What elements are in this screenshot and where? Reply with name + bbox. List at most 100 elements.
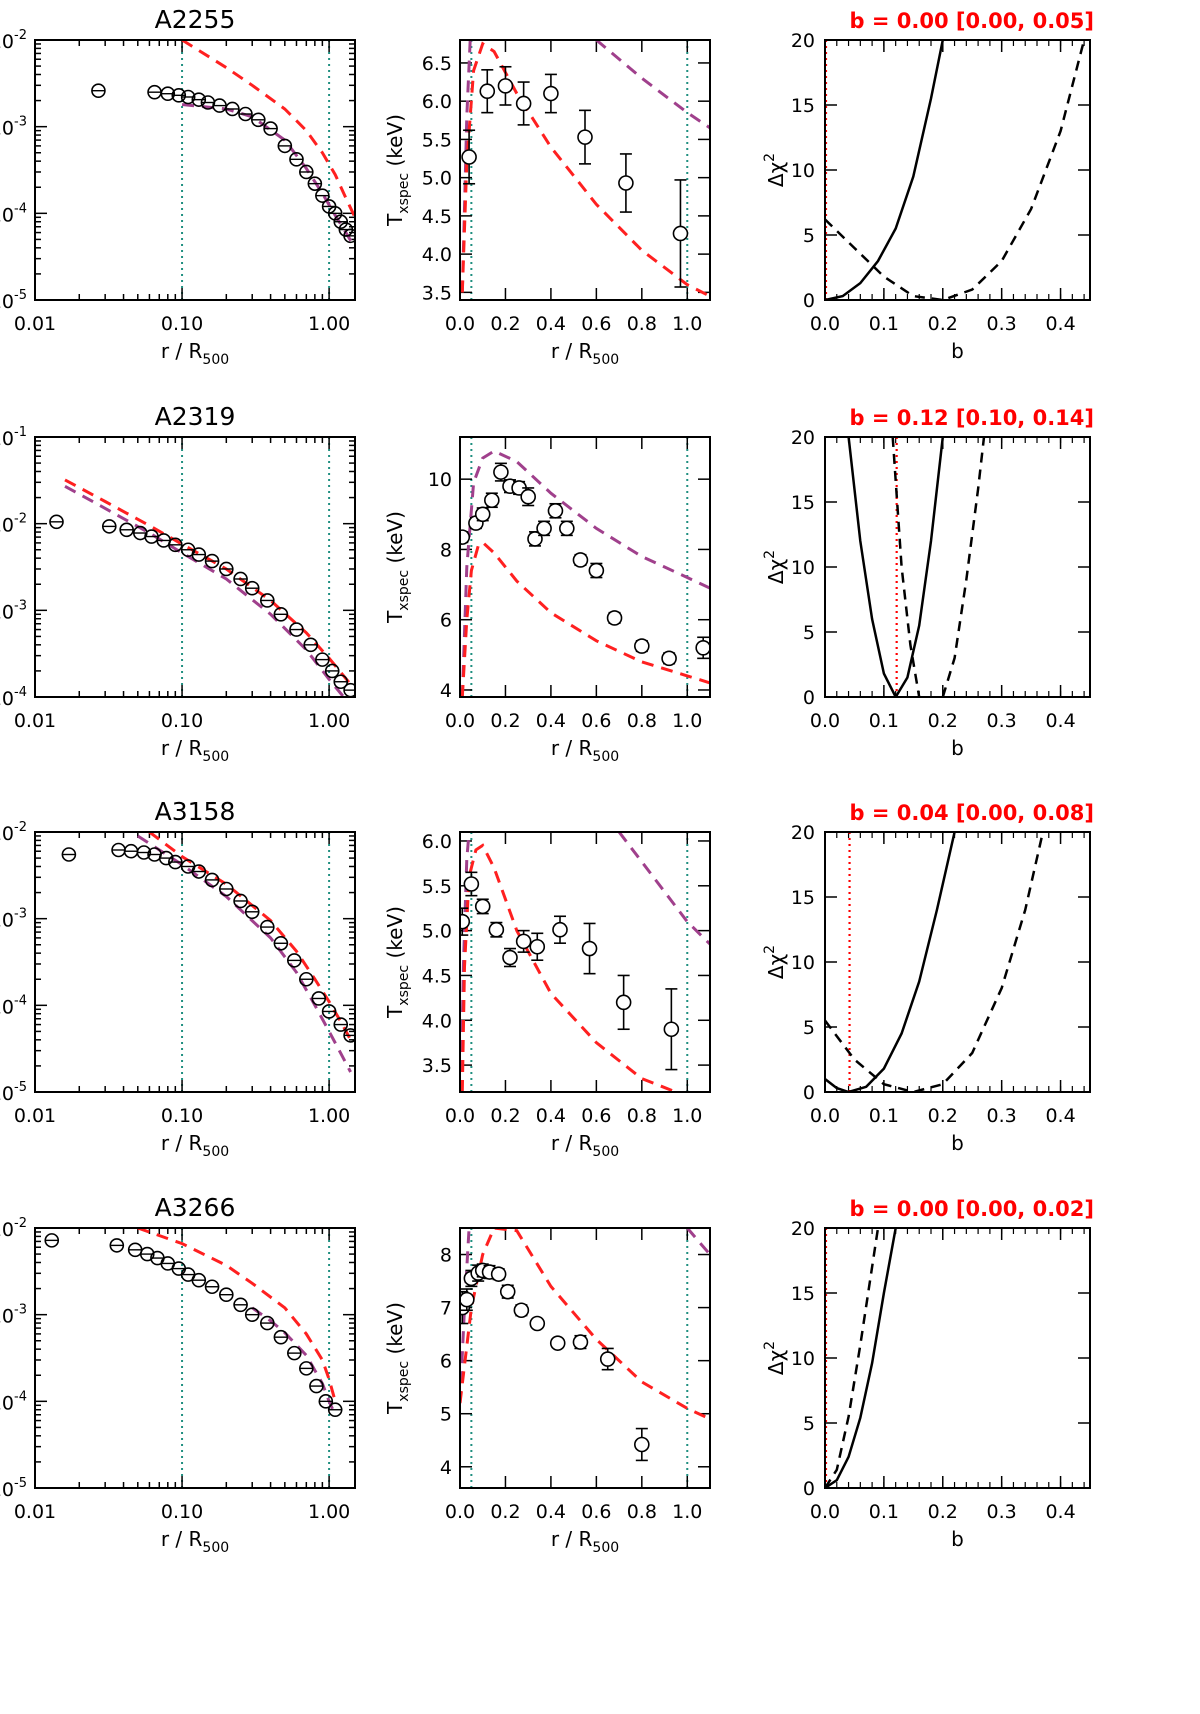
y-tick-label: 10-4 <box>0 993 27 1018</box>
cluster-title: A3266 <box>155 1193 236 1222</box>
y-label-main: Δχ <box>764 954 788 979</box>
best-fit-label: b = 0.00 [0.00, 0.05] <box>850 9 1094 33</box>
y-label-unit: (keV) <box>383 511 407 570</box>
data-point <box>493 464 509 480</box>
model-curve-red <box>460 843 677 1092</box>
y-tick-label: 10-2 <box>0 28 27 53</box>
y-axis-label: Δχ2 <box>762 550 788 584</box>
x-tick-label: 0.4 <box>1045 313 1075 335</box>
data-point <box>463 876 480 892</box>
x-tick-label: 0.10 <box>161 1105 203 1127</box>
data-point <box>499 1283 516 1300</box>
x-axis-label: r / R500 <box>551 1527 619 1556</box>
x-tick-label: 0.0 <box>445 1105 475 1127</box>
model-curve-red <box>460 540 710 697</box>
y-tick-label: 5.5 <box>422 876 452 898</box>
x-tick-label: 0.0 <box>445 710 475 732</box>
best-fit-label: b = 0.12 [0.10, 0.14] <box>850 406 1094 430</box>
x-tick-label: 0.4 <box>1045 710 1075 732</box>
y-tick-label: 3.5 <box>422 1055 452 1077</box>
data-point <box>474 898 491 915</box>
cluster-title: A3158 <box>155 797 236 826</box>
plot-frame <box>34 436 356 698</box>
y-tick-exponent: -1 <box>14 425 27 440</box>
y-label-main: T <box>383 213 407 227</box>
x-tick-label: 0.4 <box>536 710 566 732</box>
data-point <box>529 1315 546 1332</box>
x-tick-label: 0.1 <box>869 1501 899 1523</box>
data-point <box>520 488 536 505</box>
x-tick-label: 0.4 <box>536 313 566 335</box>
plot-frame <box>824 39 1091 301</box>
x-axis-label: r / R500 <box>551 1131 619 1160</box>
y-tick-exponent: -5 <box>14 1476 27 1491</box>
y-label-main: T <box>383 610 407 624</box>
y-tick-label: 10-5 <box>0 288 27 313</box>
y-tick-label: 6.0 <box>422 91 452 113</box>
y-tick-mantissa: 10 <box>0 118 14 140</box>
y-tick-label: 10-3 <box>0 1303 27 1328</box>
x-tick-label: 0.2 <box>490 710 520 732</box>
y-tick-exponent: -4 <box>14 201 27 216</box>
y-tick-label: 5 <box>803 1413 815 1435</box>
y-tick-label: 20 <box>791 427 815 449</box>
data-point <box>572 1334 589 1350</box>
x-tick-label: 0.8 <box>627 1105 657 1127</box>
x-tick-label: 0.2 <box>490 1105 520 1127</box>
y-tick-label: 10 <box>791 952 815 974</box>
x-tick-label: 0.2 <box>928 1105 958 1127</box>
y-tick-label: 0 <box>803 290 815 312</box>
y-tick-label: 6 <box>440 1351 452 1373</box>
y-tick-label: 6 <box>440 610 452 632</box>
x-axis-label: b <box>951 339 964 363</box>
chi2-curve-solid <box>825 832 956 1092</box>
y-label-sub: xspec <box>396 965 412 1006</box>
model-curve-red <box>460 1228 710 1421</box>
x-tick-label: 0.8 <box>627 710 657 732</box>
data-point <box>490 1266 507 1282</box>
x-tick-label: 0.3 <box>987 710 1017 732</box>
plot-frame <box>34 1227 356 1489</box>
y-tick-label: 5 <box>803 225 815 247</box>
chi2-curve-solid <box>847 437 945 697</box>
y-tick-label: 10-5 <box>0 1080 27 1105</box>
x-tick-label: 0.2 <box>928 313 958 335</box>
data-point <box>536 520 552 537</box>
data-point <box>543 85 559 102</box>
x-label-main: r / R <box>161 736 203 760</box>
y-tick-label: 0 <box>803 1082 815 1104</box>
x-tick-label: 0.0 <box>445 313 475 335</box>
model-curve-purple <box>181 103 355 249</box>
x-tick-label: 1.0 <box>672 710 702 732</box>
y-tick-label: 3.5 <box>422 282 452 304</box>
x-tick-label: 0.0 <box>810 1501 840 1523</box>
y-tick-exponent: -5 <box>14 1080 27 1095</box>
x-tick-label: 0.01 <box>14 710 56 732</box>
y-tick-exponent: -4 <box>14 993 27 1008</box>
y-axis-label: Δχ2 <box>762 153 788 187</box>
x-tick-label: 0.0 <box>445 1501 475 1523</box>
y-tick-label: 6.5 <box>422 53 452 75</box>
y-tick-mantissa: 10 <box>0 601 14 623</box>
y-tick-label: 10 <box>791 1348 815 1370</box>
x-tick-label: 0.6 <box>581 1105 611 1127</box>
data-point <box>572 552 589 568</box>
plot-frame <box>34 39 356 301</box>
plot-frame <box>459 39 711 301</box>
x-tick-label: 0.3 <box>987 1501 1017 1523</box>
model-curve-purple <box>64 484 346 697</box>
x-axis-label: b <box>951 736 964 760</box>
y-tick-label: 4.5 <box>422 965 452 987</box>
y-label-unit: (keV) <box>383 1302 407 1361</box>
y-tick-label: 10-4 <box>0 685 27 710</box>
y-tick-label: 10-2 <box>0 820 27 845</box>
y-tick-label: 0 <box>803 687 815 709</box>
data-point <box>461 149 477 165</box>
y-tick-exponent: -3 <box>14 1303 27 1318</box>
data-point <box>599 1351 616 1367</box>
y-tick-label: 7 <box>440 1298 452 1320</box>
y-tick-label: 4 <box>440 1457 452 1479</box>
y-tick-label: 10-4 <box>0 201 27 226</box>
